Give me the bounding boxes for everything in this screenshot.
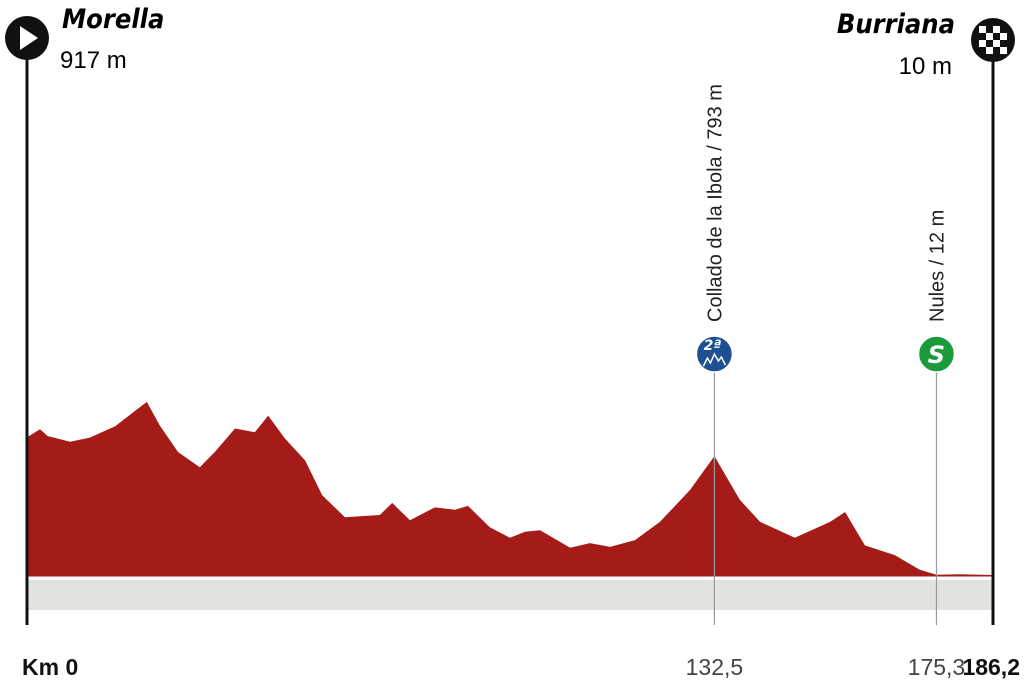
start-name: Morella — [62, 4, 164, 35]
elevation-area — [27, 401, 993, 577]
checker-square — [993, 40, 1000, 47]
x-tick-label: 186,2 — [962, 654, 1020, 680]
mountain-icon — [702, 352, 727, 367]
climb-category: 2ª — [704, 338, 722, 354]
finish-name: Burriana — [837, 9, 955, 40]
ground-band — [27, 580, 993, 610]
checker-square — [986, 33, 993, 40]
x-tick-label: Km 0 — [22, 654, 78, 680]
finish-altitude: 10 m — [899, 53, 952, 80]
checker-square — [993, 26, 1000, 33]
checker-square — [1000, 33, 1007, 40]
checker-square — [986, 47, 993, 54]
checker-square — [979, 26, 986, 33]
checker — [979, 26, 1007, 54]
start-altitude: 917 m — [60, 47, 127, 74]
sprint-badge — [917, 335, 956, 373]
x-tick-label: 132,5 — [686, 654, 744, 680]
x-tick-label: 175,3 — [908, 654, 966, 680]
sprint-badge-label: S — [928, 341, 945, 369]
checker-square — [1000, 47, 1007, 54]
marker-label: Collado de la Ibola / 793 m — [704, 84, 726, 322]
checker-square — [979, 40, 986, 47]
start-arrow — [20, 26, 38, 50]
marker-label: Nules / 12 m — [926, 210, 948, 322]
